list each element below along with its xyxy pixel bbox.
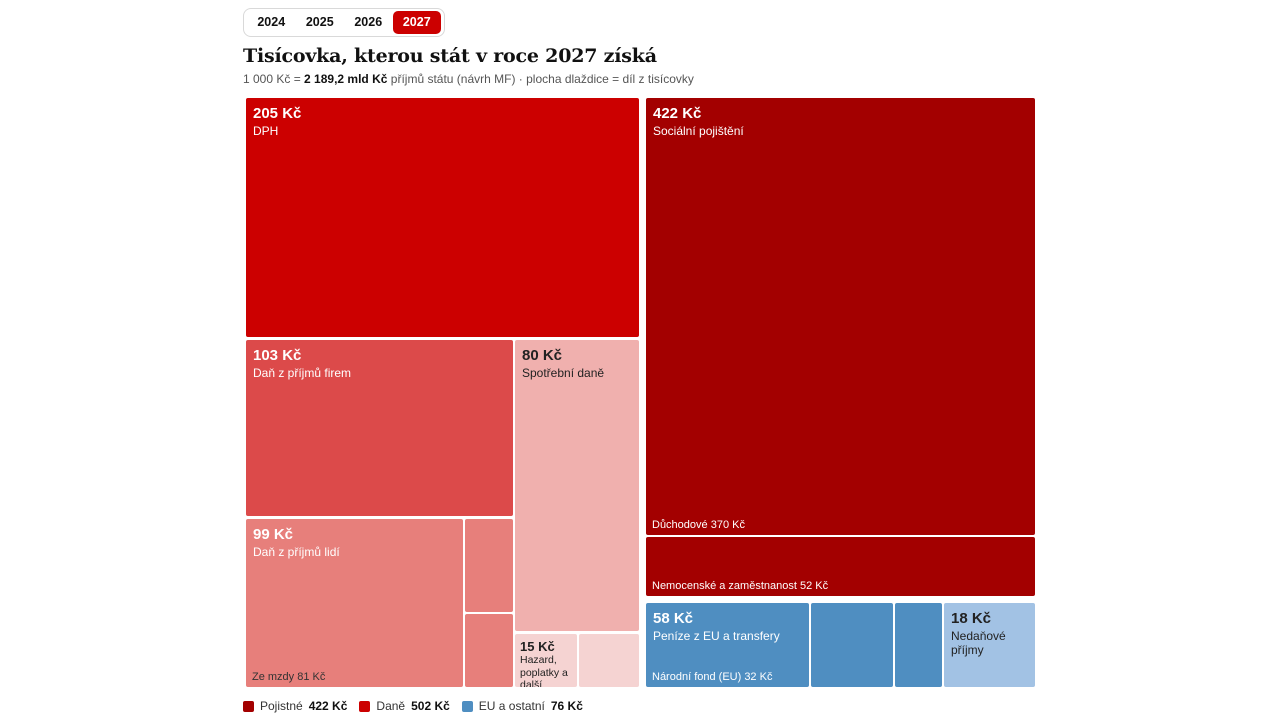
tile-spotrebni-dane[interactable]: 80 Kč Spotřební daně — [515, 340, 639, 631]
tile-label: Peníze z EU a transfery — [653, 629, 780, 643]
tile-label: Daň z příjmů lidí — [253, 545, 340, 559]
legend-value: 502 Kč — [411, 699, 450, 713]
tile-sublabel-duchodove: Důchodové 370 Kč — [652, 519, 745, 531]
tile-value: 80 Kč — [522, 347, 563, 364]
tab-2026[interactable]: 2026 — [354, 15, 383, 29]
tile-sublabel-ze-mzdy: Ze mzdy 81 Kč — [252, 671, 326, 683]
subtitle-total: 2 189,2 mld Kč — [304, 72, 388, 86]
tile-value: 99 Kč — [253, 526, 294, 543]
tile-value: 422 Kč — [653, 105, 702, 122]
tab-2027[interactable]: 2027 — [392, 11, 441, 34]
tile-value: 58 Kč — [653, 610, 694, 627]
tile-hazard-part-2[interactable] — [579, 634, 639, 687]
tab-2024[interactable]: 2024 — [257, 15, 286, 29]
legend-swatch — [359, 700, 371, 712]
tile-dph[interactable]: 205 Kč DPH — [246, 98, 639, 337]
tile-dan-lide[interactable]: 99 Kč Daň z příjmů lidí Ze mzdy 81 Kč — [246, 519, 463, 687]
legend-value: 422 Kč — [308, 699, 348, 713]
tile-eu-part-3[interactable] — [895, 603, 942, 687]
tile-sublabel-narodni-fond: Národní fond (EU) 32 Kč — [652, 671, 773, 683]
tile-label: DPH — [253, 124, 279, 138]
legend: Pojistné 422 Kč Daně 502 Kč EU a ostatní… — [243, 699, 595, 713]
tile-label: Nedaňové příjmy — [951, 629, 1006, 657]
legend-item-dane: Daně 502 Kč — [359, 699, 450, 713]
tab-2025[interactable]: 2025 — [305, 15, 334, 29]
tile-label: Hazard, poplatky a další — [520, 654, 568, 687]
tile-dan-firmy[interactable]: 103 Kč Daň z příjmů firem — [246, 340, 513, 516]
tile-label: Sociální pojištění — [653, 124, 744, 138]
chart-subtitle: 1 000 Kč = 2 189,2 mld Kč příjmů státu (… — [243, 72, 694, 86]
tile-hazard[interactable]: 15 Kč Hazard, poplatky a další — [515, 634, 577, 687]
legend-label: Pojistné — [260, 699, 303, 713]
legend-swatch — [243, 700, 254, 712]
year-tabs: 2024 2025 2026 2027 — [243, 8, 445, 37]
tile-eu-transfery[interactable]: 58 Kč Peníze z EU a transfery Národní fo… — [646, 603, 809, 687]
legend-label: EU a ostatní — [478, 699, 545, 713]
tile-value: 18 Kč — [951, 610, 992, 627]
tile-value: 205 Kč — [253, 105, 302, 122]
tile-socialni-pojisteni[interactable]: 422 Kč Sociální pojištění Důchodové 370 … — [646, 98, 1035, 535]
tile-sublabel-nemocenske: Nemocenské a zaměstnanost 52 Kč — [652, 580, 829, 592]
legend-label: Daně — [376, 699, 406, 713]
tile-dan-lide-part-2[interactable] — [465, 519, 513, 612]
tile-nemocenske[interactable]: Nemocenské a zaměstnanost 52 Kč — [646, 537, 1035, 596]
legend-swatch — [461, 700, 473, 712]
tile-label: Spotřební daně — [522, 366, 605, 380]
legend-value: 76 Kč — [550, 699, 583, 713]
legend-item-pojistne: Pojistné 422 Kč — [243, 699, 347, 713]
subtitle-suffix: příjmů státu (návrh MF) · plocha dlaždic… — [387, 72, 694, 86]
tile-value: 103 Kč — [253, 347, 302, 364]
chart-title: Tisícovka, kterou stát v roce 2027 získá — [243, 45, 657, 67]
subtitle-prefix: 1 000 Kč = — [243, 72, 305, 86]
tile-dan-lide-part-3[interactable] — [465, 614, 513, 687]
legend-item-eu: EU a ostatní 76 Kč — [461, 699, 583, 713]
tile-eu-part-2[interactable] — [811, 603, 893, 687]
tile-value: 15 Kč — [520, 639, 555, 654]
tile-label: Daň z příjmů firem — [253, 366, 352, 380]
tile-nedanove-prijmy[interactable]: 18 Kč Nedaňové příjmy — [944, 603, 1035, 687]
